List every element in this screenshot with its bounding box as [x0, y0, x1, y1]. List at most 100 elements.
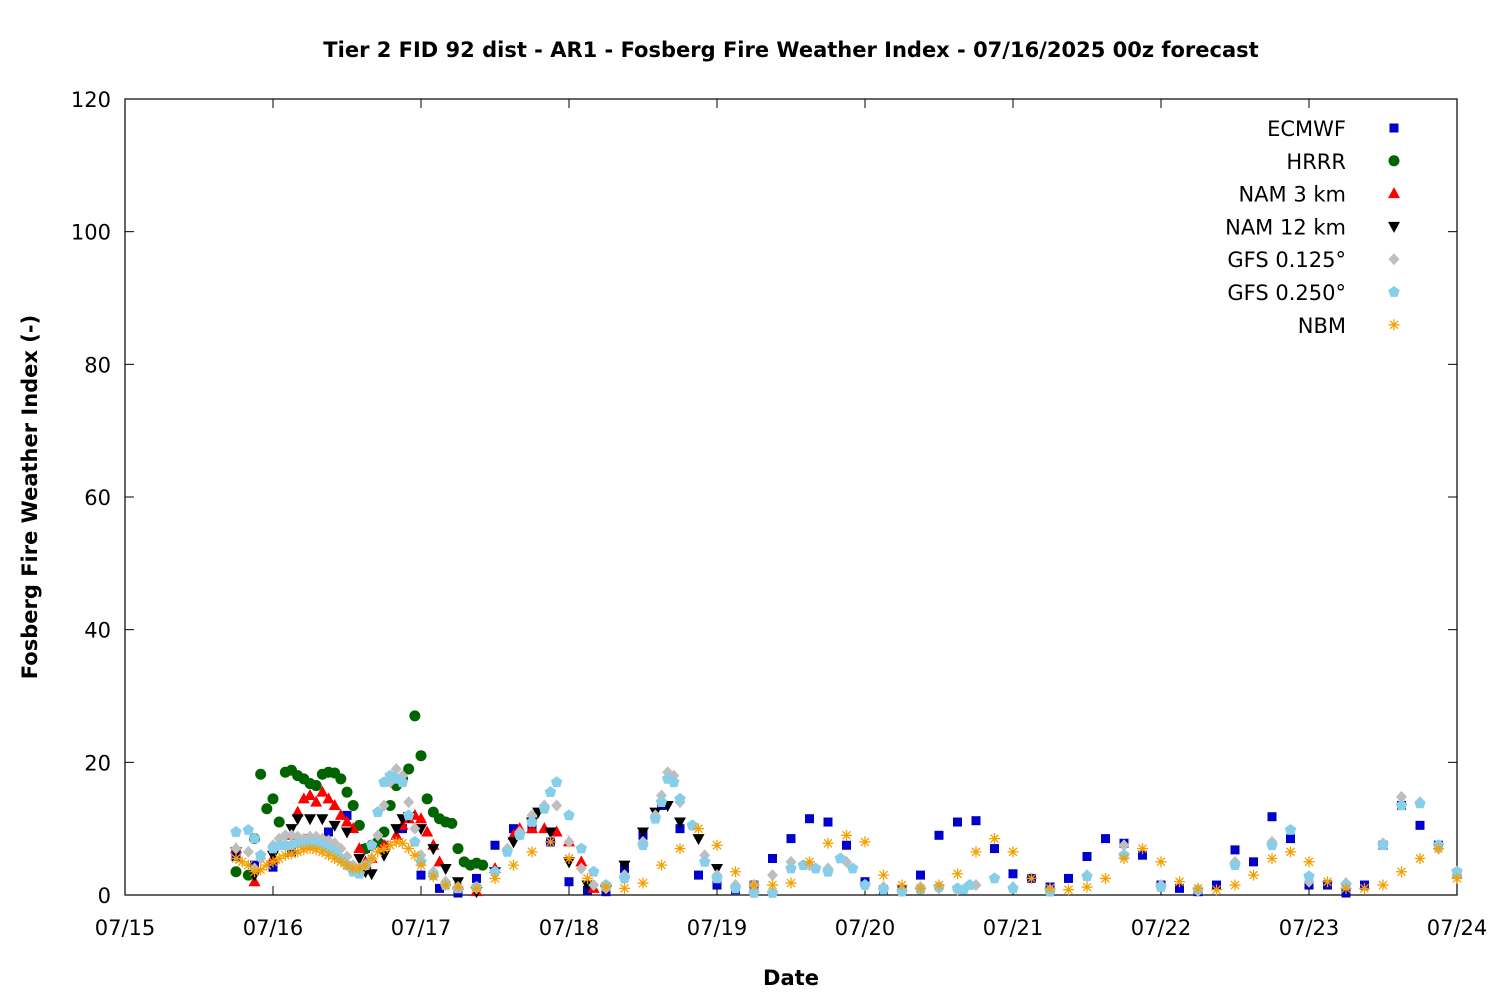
data-point [842, 840, 851, 850]
data-point [421, 793, 433, 805]
legend-marker [1388, 187, 1400, 199]
data-point [310, 795, 323, 807]
chart-title: Tier 2 FID 92 dist - AR1 - Fosberg Fire … [323, 38, 1258, 62]
data-point [1064, 873, 1073, 883]
data-point [1395, 799, 1408, 811]
data-point [563, 835, 575, 848]
data-point [544, 827, 557, 839]
data-point [322, 792, 335, 804]
data-point [328, 798, 341, 810]
data-point [353, 862, 365, 874]
data-point [347, 799, 359, 811]
data-point [421, 825, 434, 837]
data-point [329, 853, 341, 865]
data-point [242, 845, 254, 858]
data-point [1175, 883, 1184, 893]
y-tick-label: 0 [98, 884, 111, 908]
data-point [841, 829, 852, 841]
data-point [452, 843, 464, 855]
data-point [242, 859, 254, 871]
data-point [1266, 839, 1278, 851]
data-point [273, 816, 285, 828]
legend-marker [1388, 286, 1400, 297]
legend-label: NAM 3 km [1238, 183, 1346, 207]
legend-label: NBM [1298, 314, 1346, 338]
data-point [403, 763, 415, 775]
legend-label: HRRR [1286, 150, 1346, 174]
data-point [582, 872, 593, 884]
data-point [397, 837, 408, 849]
data-point [1303, 870, 1315, 882]
data-point [1285, 846, 1296, 858]
data-point [668, 776, 680, 788]
data-point [674, 843, 686, 855]
data-points [230, 710, 1463, 899]
data-point [1044, 882, 1056, 894]
data-point [365, 839, 378, 851]
data-point [378, 799, 390, 812]
data-point [366, 853, 378, 865]
data-point [230, 825, 242, 837]
data-point [694, 870, 703, 880]
data-point [618, 860, 631, 872]
data-point [316, 814, 329, 826]
data-point [822, 837, 834, 849]
data-point [236, 856, 248, 868]
data-point [1155, 856, 1167, 868]
x-tick-label: 07/23 [1279, 916, 1340, 940]
data-point [1138, 850, 1147, 860]
data-point [859, 879, 871, 890]
data-point [1007, 846, 1019, 858]
data-point [403, 796, 415, 809]
data-point [988, 872, 1001, 884]
data-point [766, 887, 779, 898]
data-point [477, 859, 489, 871]
legend-marker [1388, 319, 1400, 331]
data-point [471, 882, 482, 894]
data-point [1063, 884, 1074, 896]
data-point [952, 868, 963, 880]
x-tick-label: 07/19 [687, 916, 748, 940]
data-point [538, 802, 551, 814]
data-point [964, 879, 976, 890]
data-point [409, 822, 421, 835]
data-point [427, 870, 439, 882]
data-point [786, 834, 796, 844]
data-point [267, 793, 279, 805]
data-point [990, 844, 999, 854]
data-point [230, 853, 242, 865]
data-point [1359, 882, 1370, 894]
data-point [934, 830, 944, 840]
data-point [365, 869, 378, 881]
data-point [692, 834, 705, 846]
data-point [1396, 790, 1407, 803]
data-point [563, 809, 575, 821]
data-point [618, 872, 631, 884]
data-point [545, 836, 556, 848]
data-point [748, 879, 760, 891]
data-point [390, 824, 403, 836]
data-point [1155, 881, 1167, 892]
x-tick-label: 07/16 [243, 916, 304, 940]
y-tick-label: 20 [84, 751, 111, 775]
data-point [748, 887, 760, 898]
data-point [415, 859, 427, 871]
data-point [686, 819, 699, 831]
data-point [1137, 843, 1148, 855]
y-tick-label: 120 [71, 88, 111, 112]
data-point [427, 844, 440, 856]
data-point [353, 854, 366, 866]
data-point [656, 859, 667, 871]
data-point [804, 856, 815, 868]
x-tick-label: 07/15 [95, 916, 156, 940]
data-point [1340, 882, 1352, 894]
data-point [304, 814, 316, 826]
data-point [1230, 845, 1240, 855]
data-point [859, 836, 871, 848]
data-point [261, 803, 273, 815]
data-point [409, 849, 421, 861]
data-point [267, 856, 279, 868]
data-point [1286, 834, 1295, 844]
data-point [1192, 882, 1204, 894]
data-point [637, 877, 649, 889]
